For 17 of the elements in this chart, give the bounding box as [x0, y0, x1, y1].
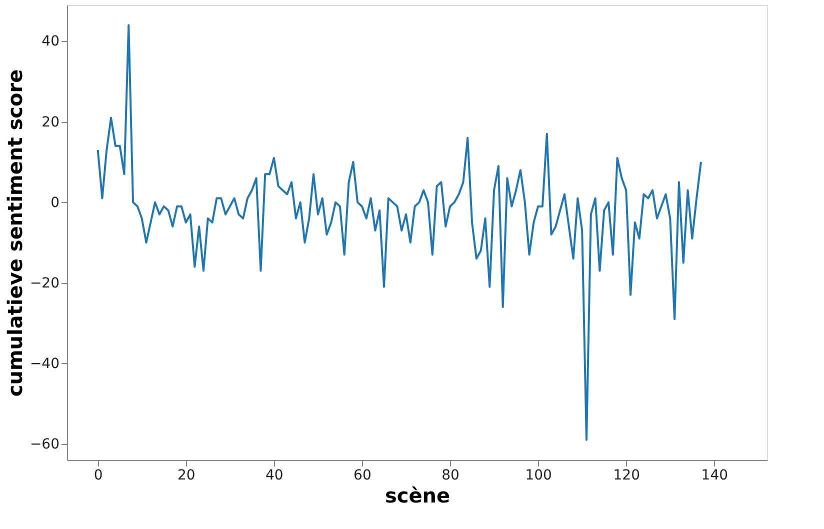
y-tick-label: −40	[30, 356, 60, 372]
y-axis-title: cumulatieve sentiment score	[2, 69, 27, 397]
x-tick-label: 100	[525, 468, 552, 484]
x-tick-label: 120	[613, 468, 640, 484]
x-tick-label: 80	[442, 468, 460, 484]
y-tick-label: −20	[30, 275, 60, 292]
y-tick-label: 20	[42, 114, 60, 130]
line-series	[96, 24, 702, 441]
x-tick-label: 0	[94, 468, 103, 484]
x-tick-label: 20	[177, 468, 196, 484]
y-tick-label: 0	[50, 194, 60, 211]
x-tick-label: 40	[266, 468, 284, 484]
x-tick-label: 140	[701, 468, 728, 484]
x-axis-title: scène	[384, 484, 450, 508]
x-tick-label: 60	[354, 468, 372, 484]
y-tick-label: −60	[30, 436, 60, 452]
y-tick-label: 40	[42, 34, 60, 50]
